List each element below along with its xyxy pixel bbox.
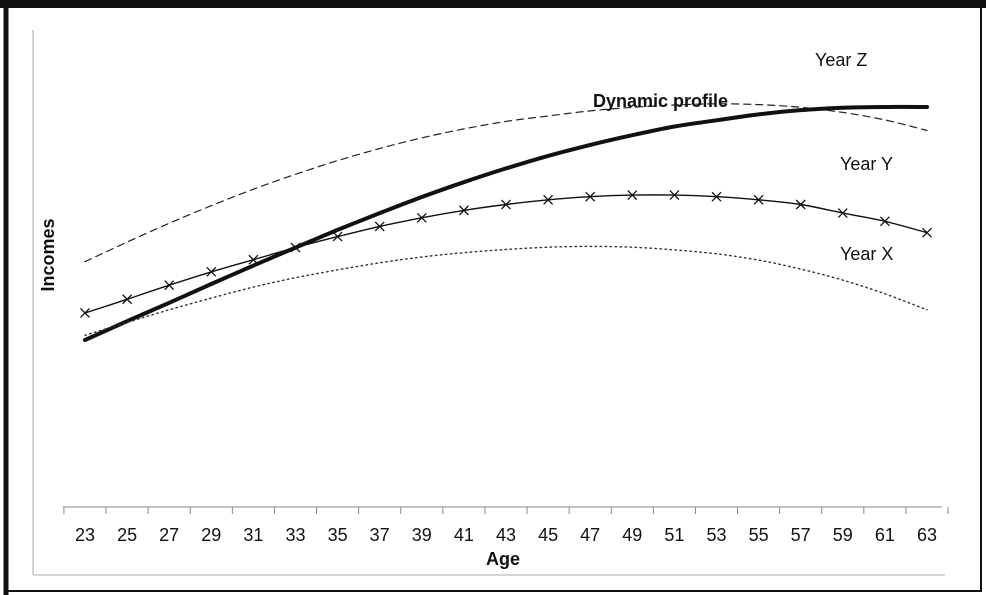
- series-line-dynamic-profile: [83, 104, 929, 342]
- x-tick-label: 59: [833, 525, 853, 545]
- data-point-x-marker: [164, 280, 175, 291]
- data-point-x-marker: [290, 242, 301, 253]
- y-axis-label: Incomes: [38, 218, 58, 291]
- x-tick-label: 33: [285, 525, 305, 545]
- x-tick-label: 49: [622, 525, 642, 545]
- x-axis-tick-labels: 23 25 27 29 31 33 35 37 39 41 43 45 47 49 51 53 55 57 59 61…: [75, 525, 937, 545]
- data-point-x-marker: [711, 191, 722, 202]
- chart-border: [4, 4, 982, 592]
- data-point-x-marker: [543, 194, 554, 205]
- series-line-year-z: [84, 103, 928, 263]
- data-point-x-marker: [248, 254, 259, 265]
- series-line-year-x: [84, 245, 928, 336]
- series-label-dynamic-profile: Dynamic profile: [593, 91, 728, 111]
- x-tick-label: 57: [791, 525, 811, 545]
- data-point-x-marker: [669, 190, 680, 201]
- series-line-year-y: [84, 194, 928, 314]
- x-tick-label: 25: [117, 525, 137, 545]
- data-point-x-marker: [332, 231, 343, 242]
- x-tick-label: 47: [580, 525, 600, 545]
- x-tick-label: 31: [243, 525, 263, 545]
- data-point-x-marker: [416, 212, 427, 223]
- data-point-x-marker: [122, 294, 133, 305]
- x-tick-label: 63: [917, 525, 937, 545]
- x-tick-label: 35: [328, 525, 348, 545]
- data-point-x-marker: [837, 208, 848, 219]
- x-tick-label: 53: [706, 525, 726, 545]
- data-point-x-marker: [753, 194, 764, 205]
- x-tick-label: 61: [875, 525, 895, 545]
- data-point-x-marker: [585, 191, 596, 202]
- data-point-x-marker: [879, 216, 890, 227]
- x-tick-label: 37: [370, 525, 390, 545]
- x-tick-label: 23: [75, 525, 95, 545]
- x-tick-label: 51: [664, 525, 684, 545]
- data-point-x-marker: [922, 227, 932, 238]
- data-point-x-marker: [458, 205, 469, 216]
- data-point-x-marker: [795, 199, 806, 210]
- series-label-year-x: Year X: [840, 244, 893, 264]
- x-axis-label: Age: [486, 549, 520, 569]
- x-tick-label: 43: [496, 525, 516, 545]
- data-point-x-marker: [80, 308, 90, 318]
- data-point-x-marker: [206, 266, 217, 277]
- x-tick-label: 45: [538, 525, 558, 545]
- x-tick-label: 39: [412, 525, 432, 545]
- data-point-x-marker: [627, 190, 638, 201]
- x-axis-ticks: [63, 507, 949, 514]
- data-point-x-marker: [374, 221, 385, 232]
- x-tick-label: 41: [454, 525, 474, 545]
- series-label-year-z: Year Z: [815, 50, 867, 70]
- series-layer: [80, 103, 932, 342]
- series-label-year-y: Year Y: [840, 154, 893, 174]
- x-tick-label: 55: [749, 525, 769, 545]
- data-point-x-marker: [501, 199, 511, 210]
- x-tick-label: 29: [201, 525, 221, 545]
- x-tick-label: 27: [159, 525, 179, 545]
